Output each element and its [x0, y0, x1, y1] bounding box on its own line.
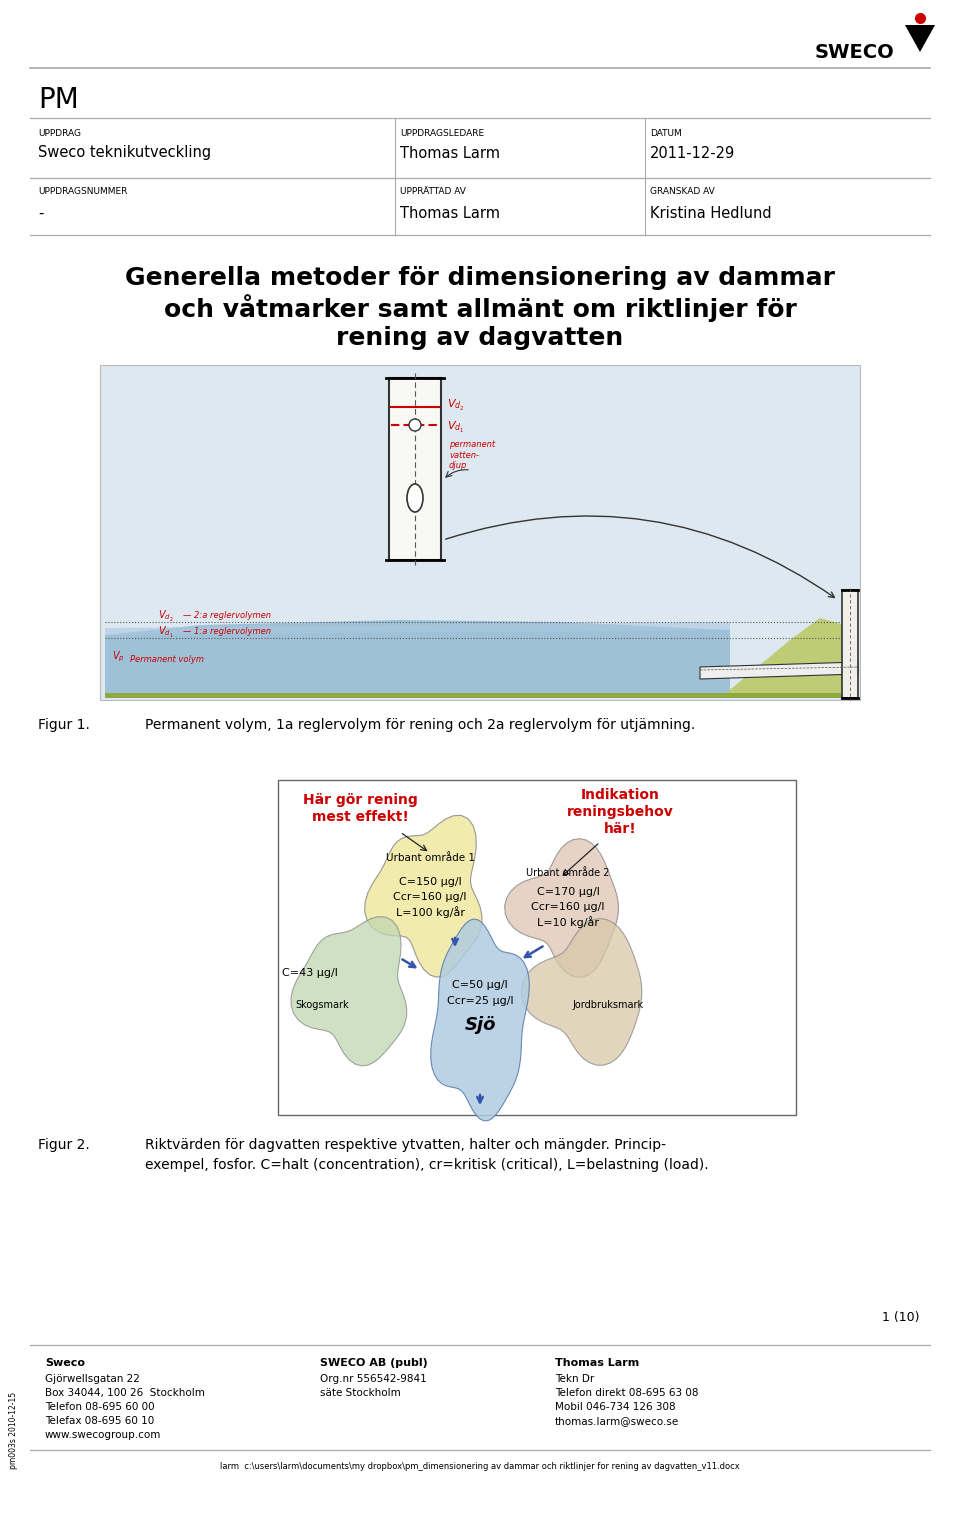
- Text: Box 34044, 100 26  Stockholm: Box 34044, 100 26 Stockholm: [45, 1388, 204, 1398]
- Text: Ccr=160 μg/l: Ccr=160 μg/l: [394, 892, 467, 902]
- Text: SWECO AB (publ): SWECO AB (publ): [320, 1358, 428, 1368]
- FancyBboxPatch shape: [278, 779, 796, 1115]
- Text: C=43 μg/l: C=43 μg/l: [282, 969, 338, 978]
- Text: här!: här!: [604, 822, 636, 836]
- Polygon shape: [521, 918, 642, 1066]
- Text: Telefon 08-695 60 00: Telefon 08-695 60 00: [45, 1401, 155, 1412]
- Text: Thomas Larm: Thomas Larm: [400, 145, 500, 160]
- Text: Permanent volym: Permanent volym: [130, 656, 204, 664]
- Text: UPPDRAGSNUMMER: UPPDRAGSNUMMER: [38, 188, 128, 197]
- Text: UPPRÄTTAD AV: UPPRÄTTAD AV: [400, 188, 466, 197]
- Text: permanent
vatten-
djup: permanent vatten- djup: [449, 440, 495, 470]
- Text: C=150 μg/l: C=150 μg/l: [398, 876, 462, 887]
- Text: Figur 1.: Figur 1.: [38, 718, 90, 731]
- Polygon shape: [105, 621, 730, 698]
- Text: Mobil 046-734 126 308: Mobil 046-734 126 308: [555, 1401, 676, 1412]
- Text: C=50 μg/l: C=50 μg/l: [452, 979, 508, 990]
- Text: $V_{d_1}$: $V_{d_1}$: [158, 625, 174, 639]
- Text: Jordbruksmark: Jordbruksmark: [572, 999, 643, 1010]
- Text: UPPDRAGSLEDARE: UPPDRAGSLEDARE: [400, 128, 484, 137]
- Text: och våtmarker samt allmänt om riktlinjer för: och våtmarker samt allmänt om riktlinjer…: [163, 294, 797, 322]
- Text: Permanent volym, 1a reglervolym för rening och 2a reglervolym för utjämning.: Permanent volym, 1a reglervolym för reni…: [145, 718, 695, 731]
- Text: Gjörwellsgatan 22: Gjörwellsgatan 22: [45, 1374, 140, 1384]
- Text: $V_{d_1}$: $V_{d_1}$: [447, 419, 465, 434]
- Text: Urbant område 2: Urbant område 2: [526, 869, 610, 878]
- Circle shape: [409, 419, 421, 431]
- Text: Thomas Larm: Thomas Larm: [555, 1358, 639, 1368]
- Text: 1 (10): 1 (10): [882, 1312, 920, 1324]
- Polygon shape: [720, 618, 858, 698]
- Text: Ccr=25 μg/l: Ccr=25 μg/l: [446, 996, 514, 1006]
- Text: Sjö: Sjö: [465, 1016, 495, 1033]
- Text: Tekn Dr: Tekn Dr: [555, 1374, 594, 1384]
- Text: Telefon direkt 08-695 63 08: Telefon direkt 08-695 63 08: [555, 1388, 699, 1398]
- Polygon shape: [105, 622, 730, 634]
- Text: $V_{d_2}$: $V_{d_2}$: [158, 608, 174, 624]
- Polygon shape: [105, 693, 858, 698]
- Text: C=170 μg/l: C=170 μg/l: [537, 887, 599, 896]
- Text: exempel, fosfor. C=halt (concentration), cr=kritisk (critical), L=belastning (lo: exempel, fosfor. C=halt (concentration),…: [145, 1158, 708, 1172]
- Text: L=10 kg/år: L=10 kg/år: [537, 916, 599, 929]
- Text: SWECO: SWECO: [815, 43, 895, 62]
- Text: Figur 2.: Figur 2.: [38, 1138, 89, 1152]
- Text: Indikation: Indikation: [581, 788, 660, 802]
- Polygon shape: [389, 377, 441, 561]
- Text: Kristina Hedlund: Kristina Hedlund: [650, 205, 772, 220]
- Text: säte Stockholm: säte Stockholm: [320, 1388, 400, 1398]
- Polygon shape: [365, 815, 482, 978]
- Text: www.swecogroup.com: www.swecogroup.com: [45, 1431, 161, 1440]
- Text: Urbant område 1: Urbant område 1: [386, 853, 474, 862]
- Text: L=100 kg/år: L=100 kg/år: [396, 906, 465, 918]
- Text: GRANSKAD AV: GRANSKAD AV: [650, 188, 715, 197]
- Text: — 2:a reglervolymen: — 2:a reglervolymen: [183, 611, 271, 621]
- Text: Telefax 08-695 60 10: Telefax 08-695 60 10: [45, 1415, 155, 1426]
- Polygon shape: [842, 590, 858, 698]
- Polygon shape: [431, 919, 529, 1121]
- Ellipse shape: [407, 484, 423, 511]
- Text: Org.nr 556542-9841: Org.nr 556542-9841: [320, 1374, 427, 1384]
- Text: thomas.larm@sweco.se: thomas.larm@sweco.se: [555, 1415, 680, 1426]
- Text: mest effekt!: mest effekt!: [312, 810, 408, 824]
- Text: larm  c:\users\larm\documents\my dropbox\pm_dimensionering av dammar och riktlin: larm c:\users\larm\documents\my dropbox\…: [220, 1461, 740, 1471]
- Polygon shape: [700, 662, 858, 679]
- Text: DATUM: DATUM: [650, 128, 682, 137]
- Text: $V_{d_2}$: $V_{d_2}$: [447, 397, 465, 413]
- FancyBboxPatch shape: [100, 365, 860, 701]
- Text: pm003s 2010-12-15: pm003s 2010-12-15: [10, 1392, 18, 1469]
- Text: -: -: [38, 205, 43, 220]
- Text: — 1:a reglervolymen: — 1:a reglervolymen: [183, 627, 271, 636]
- Text: Sweco: Sweco: [45, 1358, 85, 1368]
- Text: $V_p$: $V_p$: [112, 650, 125, 664]
- Polygon shape: [905, 25, 935, 52]
- Text: Skogsmark: Skogsmark: [295, 999, 348, 1010]
- Text: Riktvärden för dagvatten respektive ytvatten, halter och mängder. Princip-: Riktvärden för dagvatten respektive ytva…: [145, 1138, 666, 1152]
- Text: Generella metoder för dimensionering av dammar: Generella metoder för dimensionering av …: [125, 266, 835, 290]
- Text: Thomas Larm: Thomas Larm: [400, 205, 500, 220]
- Text: 2011-12-29: 2011-12-29: [650, 145, 735, 160]
- Polygon shape: [505, 839, 618, 976]
- Text: Här gör rening: Här gör rening: [302, 793, 418, 807]
- Text: reningsbehov: reningsbehov: [566, 805, 673, 819]
- Polygon shape: [291, 916, 407, 1066]
- Text: Sweco teknikutveckling: Sweco teknikutveckling: [38, 145, 211, 160]
- Text: UPPDRAG: UPPDRAG: [38, 128, 81, 137]
- Text: rening av dagvatten: rening av dagvatten: [336, 326, 624, 350]
- Text: PM: PM: [38, 86, 79, 114]
- Text: Ccr=160 μg/l: Ccr=160 μg/l: [531, 902, 605, 912]
